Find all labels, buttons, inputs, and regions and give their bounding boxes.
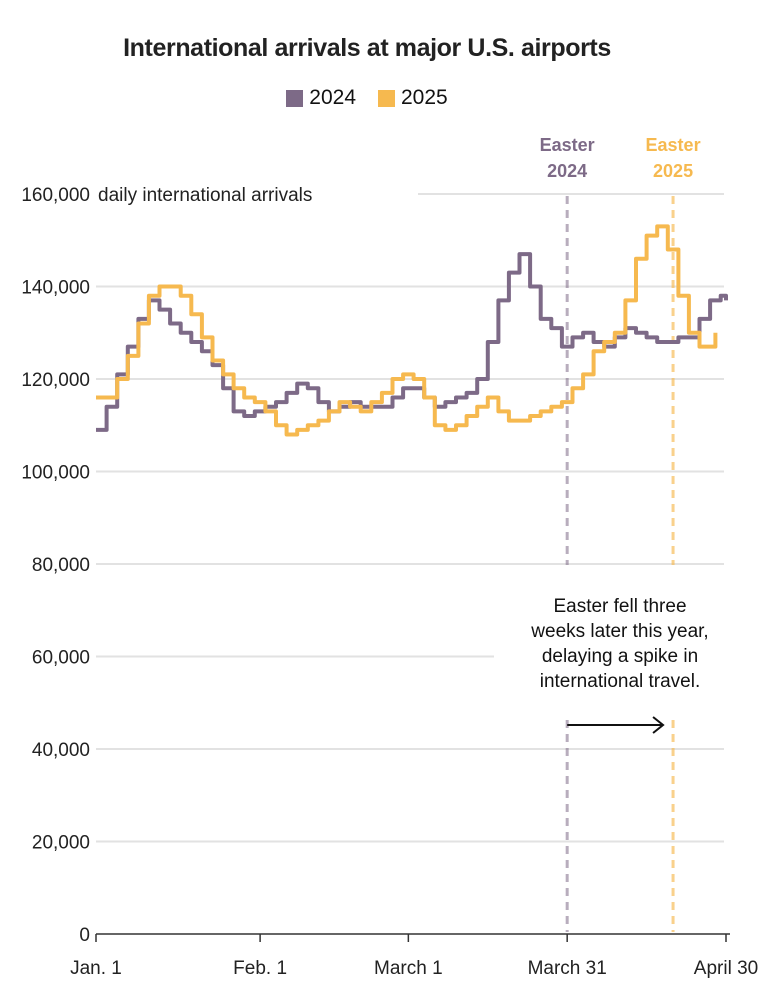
chart-title: International arrivals at major U.S. air… [123,34,611,62]
x-tick-label-1: Feb. 1 [233,958,287,979]
y-tick-label-0: 0 [79,925,90,946]
x-tick-label-3: March 31 [528,958,607,979]
y-tick-label-160000: 160,000 [21,185,90,206]
y-axis-label: daily international arrivals [98,185,312,206]
legend-swatch-2024 [286,89,304,107]
y-tick-label-120000: 120,000 [21,370,90,391]
easter-2025-label-line-2: 2025 [653,161,693,181]
annotation-line-1: Easter fell three [553,596,687,617]
annotation-line-2: weeks later this year, [531,621,709,642]
x-tick-label-4: April 30 [694,958,758,979]
y-tick-label-100000: 100,000 [21,463,90,484]
series-line-2025 [96,224,718,437]
annotation-line-4: international travel. [539,671,701,692]
y-tick-label-20000: 20,000 [32,833,90,854]
series-line-2024 [96,252,728,432]
y-tick-label-80000: 80,000 [32,555,90,576]
annotation-line-3: delaying a spike in [541,646,699,667]
easter-2024-label-line-1: Easter [540,135,595,155]
legend-swatch-2025 [378,89,395,107]
easter-annotation: Easter fell three weeks later this year,… [500,594,740,694]
legend-label-2025: 2025 [401,86,448,109]
x-tick-label-0: Jan. 1 [70,958,122,979]
arrow-head [652,716,665,734]
y-tick-label-40000: 40,000 [32,740,90,761]
legend-item-2025: 2025 [378,86,448,110]
legend-label-2024: 2024 [309,86,356,109]
legend-item-2024: 2024 [286,86,356,110]
x-tick-label-2: March 1 [374,958,443,979]
y-tick-label-60000: 60,000 [32,648,90,669]
easter-2025-label-line-1: Easter [646,135,701,155]
legend: 2024 2025 [0,86,734,110]
y-tick-label-140000: 140,000 [21,278,90,299]
easter-2024-label-line-2: 2024 [547,161,587,181]
